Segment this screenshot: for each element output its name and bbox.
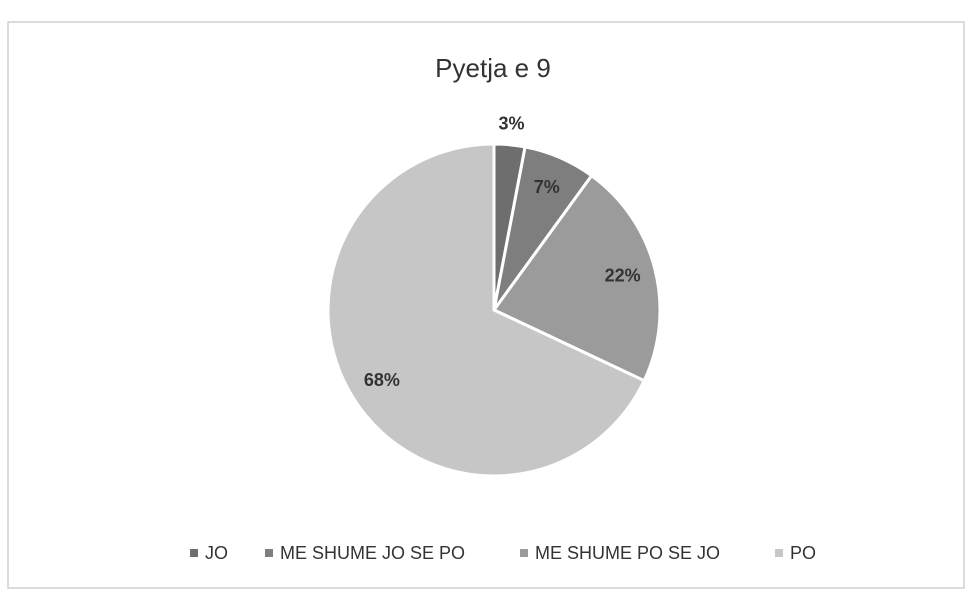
legend-marker xyxy=(265,549,273,557)
legend-label: PO xyxy=(790,543,816,563)
legend-marker xyxy=(775,549,783,557)
data-label: 68% xyxy=(364,370,400,390)
legend-label: ME SHUME PO SE JO xyxy=(535,543,720,563)
chart-title: Pyetja e 9 xyxy=(435,53,551,83)
data-label: 22% xyxy=(605,266,641,286)
pie-slice xyxy=(326,142,647,478)
data-label: 3% xyxy=(498,114,524,134)
legend-label: ME SHUME JO SE PO xyxy=(280,543,465,563)
legend-label: JO xyxy=(205,543,228,563)
data-label: 7% xyxy=(534,177,560,197)
legend-marker xyxy=(520,549,528,557)
legend-marker xyxy=(190,549,198,557)
